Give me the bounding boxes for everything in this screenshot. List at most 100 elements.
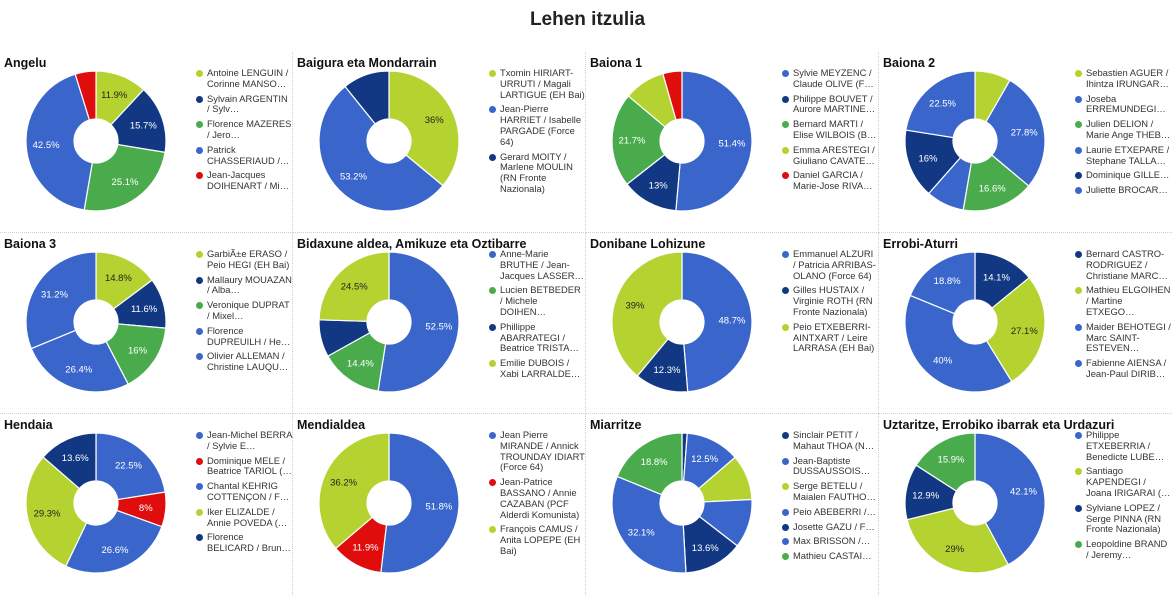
pie-slice[interactable] xyxy=(681,251,753,393)
legend-item[interactable]: Jean-Patrice BASSANO / Annie CAZABAN (PC… xyxy=(489,476,585,520)
chart-title: Errobi-Aturri xyxy=(883,237,958,251)
slice-data-label: 42.1% xyxy=(1010,486,1037,497)
pie-slice[interactable] xyxy=(42,432,97,490)
legend-item[interactable]: Jean Pierre MIRANDE / Annick TROUNDAY ID… xyxy=(489,429,585,473)
pie-chart: 51.8% 11.9% 36.2% xyxy=(318,432,460,574)
legend-item[interactable]: Josette GAZU / F… xyxy=(782,521,878,533)
pie-chart: 14.8% 11.6% 16% 26.4% 31.2% xyxy=(25,251,167,393)
pie-slice[interactable] xyxy=(904,294,1013,393)
legend-item[interactable]: Mathieu CASTAI… xyxy=(782,550,878,562)
legend-item[interactable]: Florence MAZERES / Jero… xyxy=(196,118,292,141)
legend-item[interactable]: Chantal KEHRIG COTTENÇON / F… xyxy=(196,480,292,503)
pie-slice[interactable] xyxy=(904,129,962,195)
chart-legend: Sinclair PETIT / Mahaut THOA (N… Jean-Bap… xyxy=(782,429,878,566)
pie-slice[interactable] xyxy=(611,251,683,377)
legend-item[interactable]: Emilie DUBOIS / Xabi LARRALDE… xyxy=(489,357,585,380)
pie-slice[interactable] xyxy=(611,475,687,574)
legend-item[interactable]: Gilles HUSTAIX / Virginie ROTH (RN Front… xyxy=(782,285,878,317)
pie-slice[interactable] xyxy=(616,432,683,496)
pie-slice[interactable] xyxy=(83,143,166,212)
legend-item[interactable]: Dominique MELE / Beatrice TARIOL (… xyxy=(196,455,292,478)
pie-slice[interactable] xyxy=(974,432,1046,566)
legend-item[interactable]: Mathieu ELGOIHEN / Martine ETXEGO… xyxy=(1075,285,1171,317)
pie-slice[interactable] xyxy=(318,432,390,550)
legend-item[interactable]: Fabienne AIENSA / Jean-Paul DIRIB… xyxy=(1075,357,1171,380)
pie-slice[interactable] xyxy=(25,251,97,350)
legend-item[interactable]: Sebastien AGUER / Ihintza IRUNGAR… xyxy=(1075,67,1171,90)
pie-slice[interactable] xyxy=(25,456,88,567)
legend-item[interactable]: Txomin HIRIART-URRUTI / Magali LARTIGUE … xyxy=(489,67,585,100)
legend-item[interactable]: François CAMUS / Anita LOPEPE (EH Bai) xyxy=(489,524,585,556)
legend-item[interactable]: Jean-Pierre HARRIET / Isabelle PARGADE (… xyxy=(489,103,585,147)
legend-label: Bernard MARTI / Elise WILBOIS (B… xyxy=(793,118,877,140)
pie-slice[interactable] xyxy=(915,432,976,492)
legend-item[interactable]: Bernard MARTI / Elise WILBOIS (B… xyxy=(782,118,878,141)
legend-item[interactable]: Mallaury MOUAZAN / Alba… xyxy=(196,274,292,297)
pie-slice[interactable] xyxy=(74,70,97,121)
legend-item[interactable]: Emmanuel ALZURI / Patricia ARRIBAS-OLANO… xyxy=(782,248,878,281)
legend-item[interactable]: Joseba ERREMUNDEGI… xyxy=(1075,93,1171,116)
legend-marker xyxy=(489,479,496,487)
legend-item[interactable]: Maider BEHOTEGI / Marc SAINT-ESTEVEN… xyxy=(1075,321,1171,354)
pie-slice[interactable] xyxy=(344,70,390,125)
pie-slice[interactable] xyxy=(906,507,1009,574)
legend-item[interactable]: Sylvie MEYZENC / Claude OLIVE (F… xyxy=(782,67,878,90)
pie-chart: 22.5% 8% 26.6% 29.3% 13.6% xyxy=(25,432,167,574)
legend-item[interactable]: Leopoldine BRAND / Jeremy… xyxy=(1075,538,1171,561)
legend-label: Iker ELIZALDE / Annie POVEDA (… xyxy=(207,505,288,528)
legend-item[interactable]: Serge BETELU / Maialen FAUTHO… xyxy=(782,480,878,503)
legend-item[interactable]: Sinclair PETIT / Mahaut THOA (N… xyxy=(782,429,878,452)
legend-item[interactable]: Peio ABEBERRI /… xyxy=(782,506,878,518)
legend-item[interactable]: Julien DELION / Marie Ange THEB… xyxy=(1075,118,1171,141)
legend-item[interactable]: Daniel GARCIA / Marie-Jose RIVA… xyxy=(782,170,878,192)
pie-slice[interactable] xyxy=(388,70,460,187)
legend-marker xyxy=(782,432,789,439)
legend-item[interactable]: Max BRISSON /… xyxy=(782,535,878,547)
pie-slice[interactable] xyxy=(985,79,1046,187)
legend-item[interactable]: Dominique GILLE… xyxy=(1075,169,1171,181)
legend-item[interactable]: Gerard MOITY / Marlene MOULIN (RN Fronte… xyxy=(489,151,585,195)
legend-item[interactable]: Santiago KAPENDEGI / Joana IRIGARAI (… xyxy=(1075,466,1171,498)
pie-slice[interactable] xyxy=(380,432,460,574)
pie-slice[interactable] xyxy=(905,70,976,139)
legend-item[interactable]: Juliette BROCAR… xyxy=(1075,184,1171,196)
legend-item[interactable]: Emma ARESTEGI / Giuliano CAVATE… xyxy=(782,144,878,167)
legend-item[interactable]: Philippe BOUVET / Aurore MARTINE… xyxy=(782,93,878,116)
legend-item[interactable]: Sylviane LOPEZ / Serge PINNA (RN Fronte … xyxy=(1075,502,1171,535)
legend-item[interactable]: Phillippe ABARRATEGI / Beatrice TRISTA… xyxy=(489,321,585,354)
legend-item[interactable]: Jean-Baptiste DUSSAUSSOIS… xyxy=(782,455,878,478)
pie-slice[interactable] xyxy=(64,509,163,574)
legend-item[interactable]: Laurie ETXEPARE / Stephane TALLA… xyxy=(1075,144,1171,167)
legend-item[interactable]: Antoine LENGUIN / Corinne MANSO… xyxy=(196,67,292,90)
legend-item[interactable]: Florence BELICARD / Brun… xyxy=(196,532,292,554)
legend-item[interactable]: Lucien BETBEDER / Michele DOIHEN… xyxy=(489,285,585,317)
pie-slice[interactable] xyxy=(318,251,390,322)
pie-slice[interactable] xyxy=(25,73,93,211)
legend-item[interactable]: Florence DUPREUILH / He… xyxy=(196,325,292,348)
legend-item[interactable]: Iker ELIZALDE / Annie POVEDA (… xyxy=(196,505,292,529)
pie-slice[interactable] xyxy=(985,276,1046,383)
legend-item[interactable]: Bernard CASTRO-RODRIGUEZ / Christiane MA… xyxy=(1075,248,1171,281)
legend-item[interactable]: Patrick CHASSERIAUD /… xyxy=(196,144,292,167)
pie-slice[interactable] xyxy=(675,70,753,212)
slice-data-label: 26.6% xyxy=(102,545,129,556)
legend-item[interactable]: Anne-Marie BRUTHE / Jean-Jacques LASSER… xyxy=(489,248,585,281)
pie-slice[interactable] xyxy=(909,251,976,315)
legend-item[interactable]: Jean-Jacques DOIHENART / Mi… xyxy=(196,170,292,192)
legend-item[interactable]: GarbiÃ±e ERASO / Peio HEGI (EH Bai) xyxy=(196,248,292,271)
legend-item[interactable]: Veronique DUPRAT / Mixel… xyxy=(196,299,292,322)
legend-item[interactable]: Olivier ALLEMAN / Christine LAUQU… xyxy=(196,351,292,373)
pie-slice[interactable] xyxy=(962,154,1030,212)
legend-item[interactable]: Peio ETXEBERRI-AINTXART / Leire LARRASA … xyxy=(782,321,878,354)
pie-slice[interactable] xyxy=(95,432,166,501)
legend-item[interactable]: Jean-Michel BERRA / Sylvie E… xyxy=(196,429,292,452)
pie-slice[interactable] xyxy=(30,329,129,393)
legend-item[interactable]: Sylvain ARGENTIN / Sylv… xyxy=(196,93,292,116)
legend-marker xyxy=(1075,95,1082,103)
legend-item[interactable]: Philippe ETXEBERRIA / Benedicte LUBE… xyxy=(1075,429,1171,462)
pie-slice[interactable] xyxy=(662,70,683,121)
pie-slice[interactable] xyxy=(377,251,460,393)
pie-slice[interactable] xyxy=(611,95,666,186)
pie-slice[interactable] xyxy=(318,85,444,212)
chart-legend: Txomin HIRIART-URRUTI / Magali LARTIGUE … xyxy=(489,67,585,199)
